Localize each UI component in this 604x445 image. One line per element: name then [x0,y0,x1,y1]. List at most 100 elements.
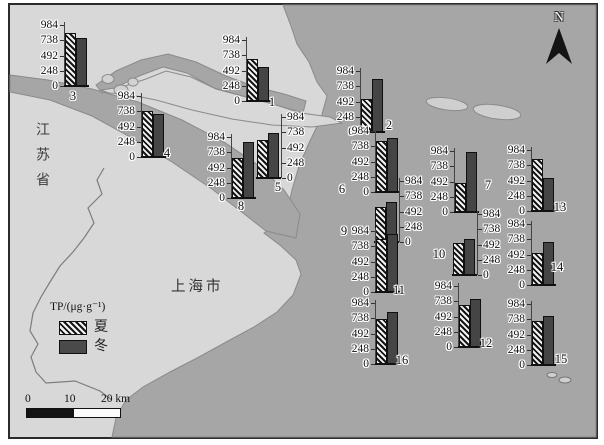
scale-bar: 0 10 20 km [24,393,144,421]
tick-label: 738 [222,49,240,62]
tick-mark [527,254,531,256]
x-axis [454,211,479,213]
tick-label: 0 [442,206,448,218]
tick-label: 738 [40,34,58,47]
winter-bar [243,142,254,198]
tick-mark [527,150,531,151]
tick-label: 738 [430,160,448,173]
y-axis [375,300,376,364]
summer-bar [455,183,466,212]
y-axis [64,22,65,86]
tick-label: 738 [287,126,305,139]
tick-mark [450,196,454,198]
tick-label: 492 [117,120,135,133]
tick-mark [527,349,531,351]
tick-mark [400,181,404,182]
tick-label: 738 [351,240,369,253]
x-axis [246,100,271,102]
tick-mark [60,86,64,87]
tick-mark [527,334,531,336]
tick-mark [356,101,360,103]
x-axis [64,85,89,87]
tick-label: 248 [336,110,354,123]
tick-label: 0 [219,192,225,204]
tick-label: 492 [507,174,525,187]
tick-mark [371,318,375,320]
tick-label: 0 [287,172,293,184]
tick-label: 0 [483,269,489,281]
y-axis [375,228,376,292]
summer-bar [142,111,153,157]
tick-label: 984 [351,125,369,137]
tick-mark [137,157,141,158]
tick-label: 248 [507,263,525,276]
station-number: 12 [479,336,493,350]
tick-label: 492 [351,255,369,268]
tick-label: 248 [222,79,240,92]
tick-label: 248 [507,343,525,356]
winter-label: 冬 [94,339,108,354]
station-number: 11 [392,283,406,297]
winter-bar [268,133,279,178]
summer-bar [532,253,543,285]
summer-bar [453,243,464,275]
tick-mark [454,301,458,303]
tick-label: 248 [483,253,501,266]
tick-label: 984 [222,34,240,46]
scale-20: 20 km [101,393,131,405]
tick-label: 248 [351,170,369,183]
tick-label: 0 [519,205,525,217]
tick-label: 0 [52,80,58,92]
station-number: 7 [484,178,492,192]
tick-label: 738 [336,80,354,93]
tick-label: 738 [351,140,369,153]
tick-label: 738 [507,159,525,172]
y-axis [231,134,232,198]
tick-label: 738 [117,105,135,118]
tick-label: 492 [40,49,58,62]
tick-label: 492 [351,327,369,340]
tick-label: 248 [405,220,423,233]
tick-mark [527,365,531,366]
tick-label: 248 [40,64,58,77]
tick-mark [60,40,64,42]
summer-bar [375,207,386,242]
summer-bar [376,141,387,192]
province-boundary [29,167,113,401]
tick-mark [450,181,454,183]
tick-mark [137,111,141,113]
tick-mark [478,259,482,261]
tick-mark [478,275,482,276]
tick-label: 248 [207,176,225,189]
y-axis [375,128,376,192]
tick-mark [356,71,360,72]
tick-mark [242,101,246,102]
tick-mark [527,304,531,305]
north-label: N [554,9,564,24]
tick-mark [454,286,458,287]
tick-label: 738 [207,146,225,159]
tick-label: 492 [222,64,240,77]
tick-mark [282,117,286,118]
tick-label: 738 [434,295,452,308]
chongming-island [100,70,344,128]
x-axis [375,363,400,365]
tick-mark [478,229,482,231]
tick-label: 0 [363,286,369,298]
tick-mark [137,96,141,97]
tick-mark [371,246,375,248]
tick-mark [356,86,360,88]
tick-mark [137,141,141,143]
tick-mark [454,316,458,318]
y-axis [531,221,532,285]
scale-bar-rule [26,408,121,418]
summer-bar [376,239,387,292]
y-axis [531,147,532,211]
summer-bar [532,321,543,365]
summer-swatch-icon [59,321,87,335]
tick-mark [282,132,286,134]
tick-label: 738 [351,312,369,325]
tick-mark [527,211,531,212]
tick-mark [227,182,231,184]
tick-mark [371,333,375,335]
